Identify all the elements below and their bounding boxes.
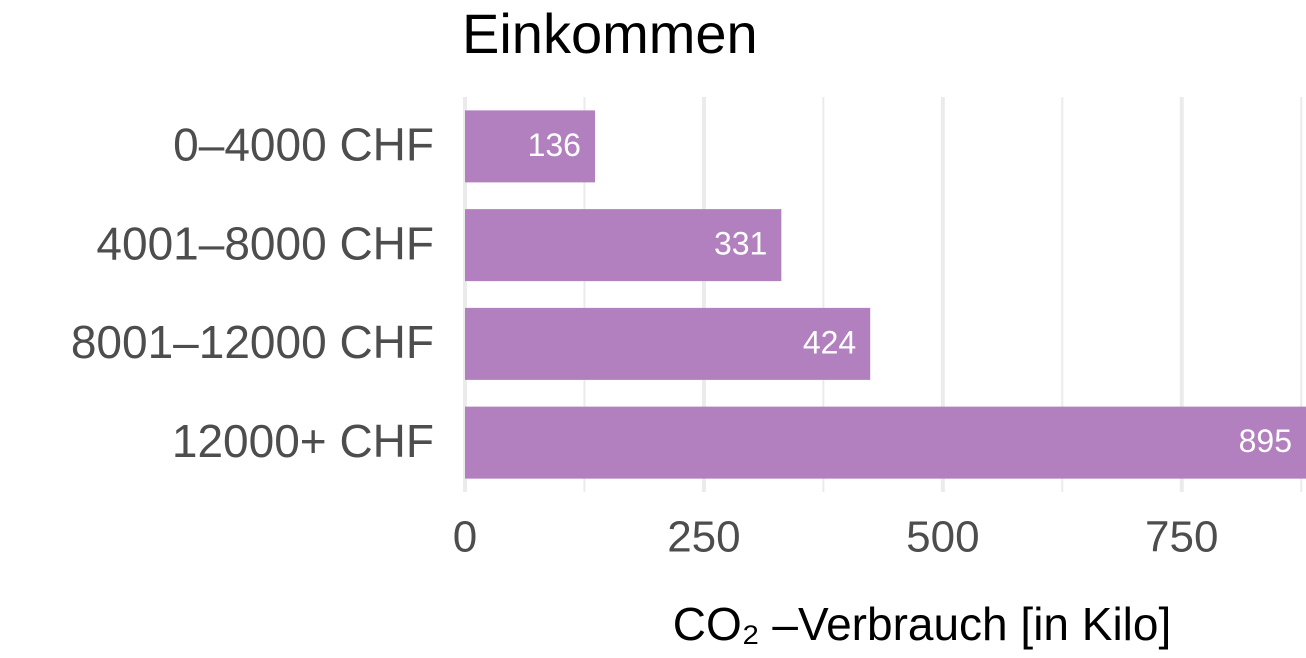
y-tick-label: 4001–8000 CHF — [96, 217, 434, 269]
x-tick-label: 250 — [667, 513, 740, 562]
y-tick-label: 12000+ CHF — [172, 415, 434, 467]
value-label: 895 — [1239, 423, 1292, 459]
chart-title: Einkommen — [462, 2, 758, 65]
value-label: 331 — [714, 226, 767, 262]
x-tick-label: 500 — [906, 513, 979, 562]
value-label: 136 — [528, 127, 581, 163]
bar — [465, 110, 595, 183]
y-tick-label: 0–4000 CHF — [173, 119, 434, 171]
value-label: 424 — [803, 324, 856, 360]
bar — [465, 307, 871, 380]
labels: 0 250 500 750 0–4000 CHF 136 4001–8000 CHF 331 8… — [71, 119, 1292, 562]
bars — [465, 110, 1306, 479]
x-axis-label: CO₂ –Verbrauch [in Kilo] — [673, 598, 1172, 650]
y-tick-label: 8001–12000 CHF — [71, 316, 434, 368]
bar — [465, 209, 782, 282]
x-tick-label: 0 — [453, 513, 477, 562]
bar — [465, 406, 1306, 479]
x-tick-label: 750 — [1145, 513, 1218, 562]
